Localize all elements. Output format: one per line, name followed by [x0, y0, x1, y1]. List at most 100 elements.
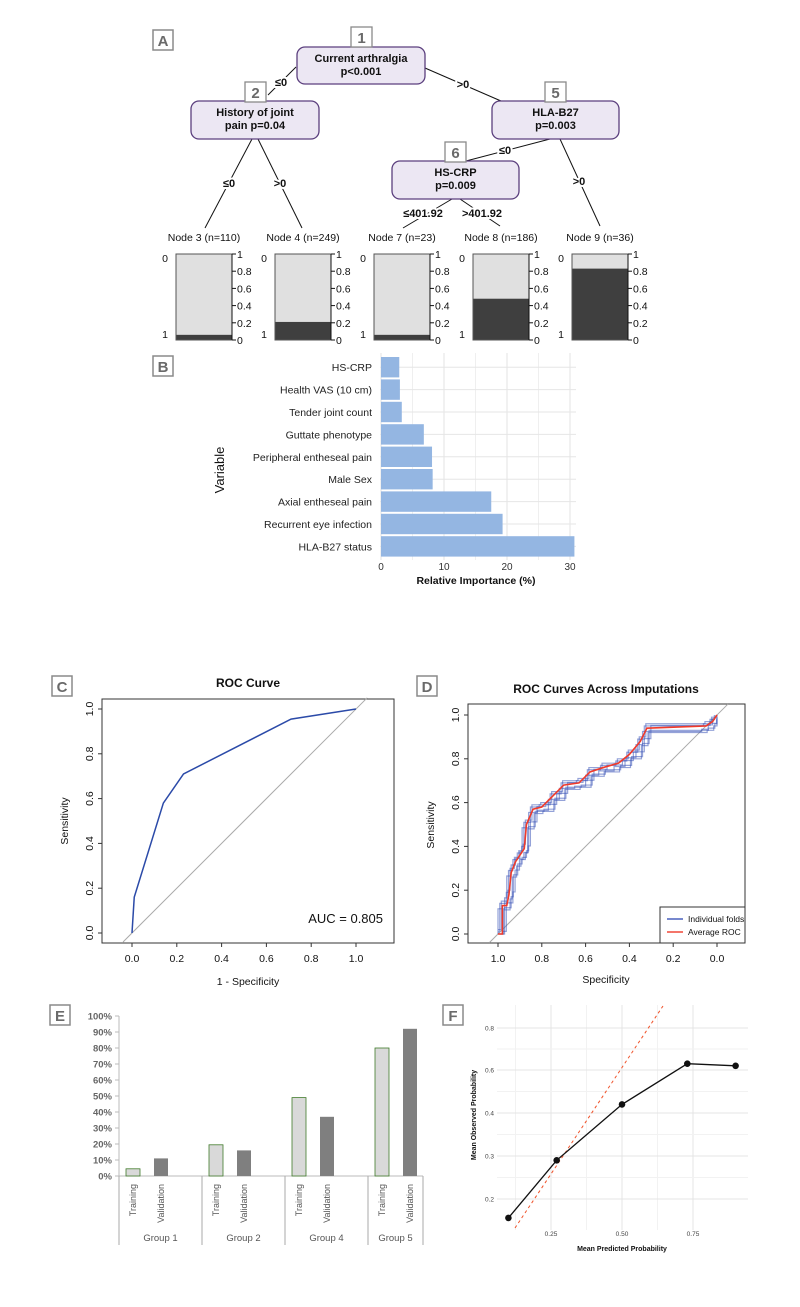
- axis-tick-label: 1: [237, 249, 243, 261]
- individual-fold-line: [499, 719, 718, 935]
- category-label: Recurrent eye infection: [264, 519, 372, 531]
- panel-label-box: [442, 1004, 464, 1026]
- axis-tick-label: 0.8: [336, 266, 351, 278]
- x-axis-label: Specificity: [582, 974, 630, 986]
- tree-node-text: History of joint: [216, 107, 294, 119]
- tree-node-text: HLA-B27: [532, 107, 578, 119]
- tree-edge: [465, 138, 551, 162]
- y-tick-label: 0.4: [485, 1111, 494, 1118]
- training-bar: [125, 1168, 141, 1177]
- tree-edge: [459, 198, 501, 227]
- tree-edge-label: >401.92: [462, 208, 502, 220]
- class-label: 0: [459, 253, 465, 265]
- axis-tick-label: 0.4: [435, 301, 450, 313]
- axis-tick-label: 0.2: [633, 318, 648, 330]
- y-tick-label: 100%: [88, 1012, 113, 1023]
- x-tick-label: 0.4: [214, 953, 229, 965]
- roc-chart: ROC Curve 0.0 0.2 0.4 0.6 0.8 1.0 0.0 0.2 0.4 0.6 0…: [59, 676, 395, 988]
- chart-title: ROC Curves Across Imputations: [513, 682, 699, 696]
- terminal-node-label: Node 8 (n=186): [464, 232, 537, 244]
- legend-label: Individual folds: [688, 914, 744, 924]
- subcategory-label: Training: [377, 1184, 387, 1216]
- panel-label-text: B: [158, 359, 169, 376]
- x-tick-label: 0: [378, 562, 384, 573]
- class-label: 1: [162, 329, 168, 341]
- x-tick-label: 0.8: [304, 953, 319, 965]
- importance-bar: [381, 357, 400, 378]
- x-tick-label: 0.6: [259, 953, 274, 965]
- category-label: Tender joint count: [289, 407, 372, 419]
- axis-tick-label: 0.8: [237, 266, 252, 278]
- terminal-node-label: Node 4 (n=249): [266, 232, 339, 244]
- axis-tick-label: 1: [633, 249, 639, 261]
- legend: Individual folds Average ROC: [659, 906, 746, 944]
- subcategory-label: Validation: [405, 1184, 415, 1223]
- category-label: Guttate phenotype: [286, 429, 373, 441]
- training-bar: [208, 1144, 224, 1177]
- panel-label-text: E: [55, 1008, 65, 1025]
- class-label: 1: [261, 329, 267, 341]
- terminal-node: Node 4 (n=249) 0 1 0 0.2 0.4 0.6 0.8 1: [261, 232, 351, 347]
- average-roc-line: [498, 714, 718, 935]
- importance-bar: [381, 491, 492, 512]
- tree-node-text: p=0.009: [435, 180, 476, 192]
- y-tick-label: 30%: [93, 1124, 113, 1135]
- y-axis-label: Variable: [212, 447, 227, 494]
- y-axis-label: Mean Observed Probability: [471, 1070, 478, 1160]
- tree-node-text: HS-CRP: [434, 167, 476, 179]
- axis-tick-label: 0.4: [237, 301, 252, 313]
- plot-frame: [467, 703, 746, 944]
- x-tick-label: 0.0: [125, 953, 140, 965]
- panel-label-box: [49, 1004, 71, 1026]
- x-tick-label: 0.6: [578, 953, 593, 965]
- panel-label-box: [416, 675, 438, 697]
- axis-tick-label: 0.8: [633, 266, 648, 278]
- importance-bar: [381, 513, 503, 535]
- axis-tick-label: 1: [435, 249, 441, 261]
- category-label: HS-CRP: [332, 362, 372, 374]
- axis-tick-label: 1: [336, 249, 342, 261]
- x-tick-label: 1.0: [349, 953, 364, 965]
- y-tick-label: 90%: [93, 1028, 113, 1039]
- x-axis-label: Relative Importance (%): [416, 575, 535, 587]
- calibration-point: [618, 1101, 626, 1108]
- terminal-node-label: Node 9 (n=36): [566, 232, 633, 244]
- panel-label-text: D: [422, 679, 433, 696]
- category-label: Male Sex: [328, 474, 373, 486]
- importance-bar: [381, 446, 433, 467]
- y-tick-label: 0.6: [84, 791, 96, 806]
- x-tick-label: 10: [438, 562, 450, 573]
- group-label: Group 4: [309, 1233, 343, 1244]
- terminal-bar-class-1: [473, 298, 529, 340]
- training-bar: [291, 1097, 307, 1177]
- axis-tick-label: 0: [534, 335, 540, 347]
- class-label: 1: [459, 329, 465, 341]
- terminal-node: Node 7 (n=23)01 00.20.40.60.81: [360, 232, 450, 347]
- axis-tick-label: 0.6: [336, 283, 351, 295]
- axis-tick-label: 0.8: [435, 266, 450, 278]
- y-tick-label: 0.6: [450, 795, 462, 810]
- subcategory-label: Validation: [322, 1184, 332, 1223]
- tree-edge-label: >0: [274, 178, 287, 190]
- validation-bar: [320, 1116, 334, 1176]
- panel-label-text: C: [57, 679, 68, 696]
- axis-tick-label: 0: [237, 335, 243, 347]
- tree-edge-label: >0: [457, 79, 470, 91]
- y-tick-label: 0.0: [84, 926, 96, 941]
- axis-tick-label: 0: [336, 335, 342, 347]
- category-label: Peripheral entheseal pain: [253, 452, 372, 464]
- terminal-bar-class-0: [176, 254, 232, 340]
- y-tick-label: 1.0: [84, 702, 96, 717]
- x-tick-label: 0.8: [534, 953, 549, 965]
- subcategory-label: Training: [128, 1184, 138, 1216]
- importance-bar: [381, 469, 433, 490]
- y-tick-label: 0.2: [84, 881, 96, 896]
- y-tick-label: 0%: [98, 1172, 112, 1183]
- category-label: Health VAS (10 cm): [280, 385, 372, 397]
- calibration-point: [553, 1157, 560, 1164]
- class-label: 0: [558, 253, 564, 265]
- y-tick-label: 10%: [93, 1156, 113, 1167]
- y-tick-label: 0.6: [485, 1068, 494, 1075]
